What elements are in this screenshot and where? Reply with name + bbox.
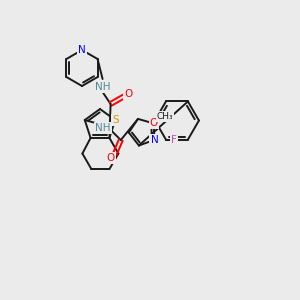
Text: CH₃: CH₃ — [157, 112, 173, 121]
Text: O: O — [150, 118, 158, 128]
Text: S: S — [112, 115, 119, 125]
Text: O: O — [107, 153, 115, 163]
Text: N: N — [78, 45, 86, 55]
Text: F: F — [171, 135, 177, 145]
Text: NH: NH — [95, 123, 110, 133]
Text: N: N — [151, 135, 158, 145]
Text: NH: NH — [95, 82, 110, 92]
Text: O: O — [124, 89, 133, 99]
